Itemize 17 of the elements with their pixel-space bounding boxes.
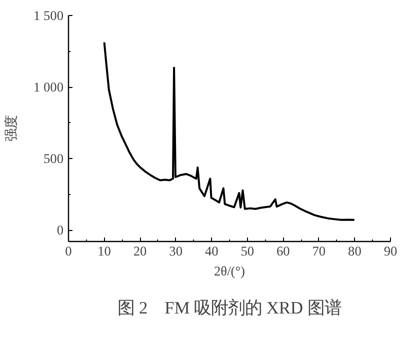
x-tick-label: 80 [348,244,362,258]
x-tick-label: 40 [204,244,219,258]
x-axis-title: 2θ/(°) [214,264,245,278]
x-tick-label: 20 [133,244,148,258]
y-tick-label: 0 [56,222,64,238]
y-tick-label: 500 [44,151,64,166]
x-tick-label: 60 [276,244,290,258]
x-tick-label: 70 [312,244,326,258]
y-tick-label: 1 000 [34,80,64,95]
x-tick-label: 30 [169,244,183,258]
y-tick-label: 1 500 [34,8,64,23]
y-axis-title: 强度 [4,116,19,142]
text: 图 2 FM 吸附剂的 XRD 图谱 [118,298,342,318]
x-tick-label: 90 [384,244,398,258]
x-tick-label: 50 [240,244,254,258]
line-series [103,41,356,221]
x-tick-label: 10 [98,244,112,258]
